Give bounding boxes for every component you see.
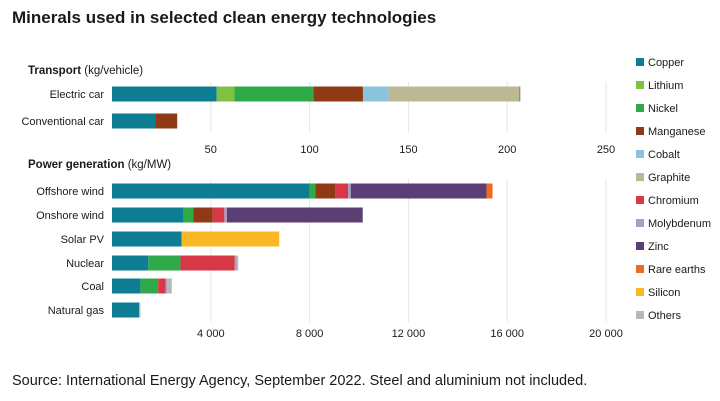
legend-swatch-manganese <box>636 127 644 135</box>
bar-coal-nickel <box>140 278 159 294</box>
transport-tick-label: 150 <box>399 144 417 156</box>
legend-label-copper: Copper <box>648 57 684 69</box>
bar-onshore-wind-copper <box>112 207 184 223</box>
legend-label-rare-earths: Rare earths <box>648 264 706 276</box>
category-label-coal: Coal <box>81 281 104 293</box>
bar-natural-gas-others <box>139 302 141 318</box>
power-generation-tick-label: 12 000 <box>392 328 426 340</box>
bar-electric-car-copper <box>112 86 217 102</box>
legend-swatch-rare-earths <box>636 265 644 273</box>
source-note: Source: International Energy Agency, Sep… <box>12 373 588 389</box>
bar-natural-gas-copper <box>112 302 140 318</box>
bar-coal-molybdenum <box>165 278 168 294</box>
legend-swatch-silicon <box>636 288 644 296</box>
bar-electric-car-graphite <box>388 86 520 102</box>
chart-svg: Transport (kg/vehicle) 50 100 150 200 250 Elec… <box>21 57 711 340</box>
transport-tick-label: 50 <box>205 144 217 156</box>
legend-swatch-graphite <box>636 173 644 181</box>
legend-label-others: Others <box>648 310 682 322</box>
legend-label-cobalt: Cobalt <box>648 149 680 161</box>
bar-onshore-wind-molybdenum <box>224 207 227 223</box>
power-generation-tick-label: 20 000 <box>589 328 623 340</box>
bar-electric-car-cobalt <box>362 86 389 102</box>
bar-coal-copper <box>112 278 141 294</box>
bar-electric-car-lithium <box>216 86 235 102</box>
bar-solar-pv-copper <box>112 231 182 247</box>
legend-swatch-nickel <box>636 104 644 112</box>
bar-onshore-wind-chromium <box>212 207 225 223</box>
bar-solar-pv-silicon <box>181 231 280 247</box>
bar-nuclear-molybdenum <box>234 255 237 271</box>
category-label-offshore-wind: Offshore wind <box>36 186 104 198</box>
legend-label-lithium: Lithium <box>648 80 683 92</box>
legend-label-molybdenum: Molybdenum <box>648 218 711 230</box>
bar-offshore-wind-rare-earths <box>486 183 493 199</box>
legend-label-silicon: Silicon <box>648 287 680 299</box>
bar-offshore-wind-manganese <box>315 183 336 199</box>
bar-onshore-wind-manganese <box>193 207 213 223</box>
legend-swatch-lithium <box>636 81 644 89</box>
bar-onshore-wind-zinc <box>226 207 363 223</box>
legend-swatch-chromium <box>636 196 644 204</box>
bar-nuclear-nickel <box>148 255 181 271</box>
bar-offshore-wind-zinc <box>350 183 487 199</box>
legend-swatch-zinc <box>636 242 644 250</box>
bar-offshore-wind-nickel <box>309 183 316 199</box>
legend-swatch-others <box>636 311 644 319</box>
bar-electric-car-rare-earths <box>519 86 521 102</box>
bar-nuclear-others <box>236 255 239 271</box>
legend-label-nickel: Nickel <box>648 103 678 115</box>
bar-electric-car-nickel <box>234 86 314 102</box>
legend-swatch-copper <box>636 58 644 66</box>
legend-label-chromium: Chromium <box>648 195 699 207</box>
chart-title: Minerals used in selected clean energy t… <box>12 8 437 27</box>
bar-nuclear-copper <box>112 255 149 271</box>
legend-label-zinc: Zinc <box>648 241 669 253</box>
bar-electric-car-others <box>520 86 521 102</box>
bar-onshore-wind-nickel <box>183 207 194 223</box>
bar-coal-chromium <box>158 278 166 294</box>
power-generation-tick-label: 8 000 <box>296 328 324 340</box>
category-label-natural-gas: Natural gas <box>48 305 105 317</box>
bar-conventional-car-manganese <box>155 113 178 129</box>
legend-label-manganese: Manganese <box>648 126 706 138</box>
transport-tick-label: 100 <box>300 144 318 156</box>
legend-label-graphite: Graphite <box>648 172 690 184</box>
bar-offshore-wind-chromium <box>335 183 349 199</box>
power-generation-tick-label: 16 000 <box>490 328 524 340</box>
transport-section-title: Transport (kg/vehicle) <box>28 65 143 77</box>
power-generation-tick-label: 4 000 <box>197 328 225 340</box>
category-label-conventional-car: Conventional car <box>21 116 104 128</box>
legend-swatch-molybdenum <box>636 219 644 227</box>
bar-offshore-wind-molybdenum <box>348 183 351 199</box>
power-generation-section-title: Power generation (kg/MW) <box>28 159 171 171</box>
legend-swatch-cobalt <box>636 150 644 158</box>
category-label-solar-pv: Solar PV <box>61 234 105 246</box>
category-label-electric-car: Electric car <box>50 89 105 101</box>
transport-tick-label: 250 <box>597 144 615 156</box>
bar-electric-car-manganese <box>313 86 363 102</box>
category-label-onshore-wind: Onshore wind <box>36 210 104 222</box>
transport-tick-label: 200 <box>498 144 516 156</box>
bar-coal-others <box>167 278 172 294</box>
bar-nuclear-chromium <box>180 255 235 271</box>
bar-offshore-wind-copper <box>112 183 310 199</box>
bar-conventional-car-copper <box>112 113 156 129</box>
category-label-nuclear: Nuclear <box>66 258 104 270</box>
